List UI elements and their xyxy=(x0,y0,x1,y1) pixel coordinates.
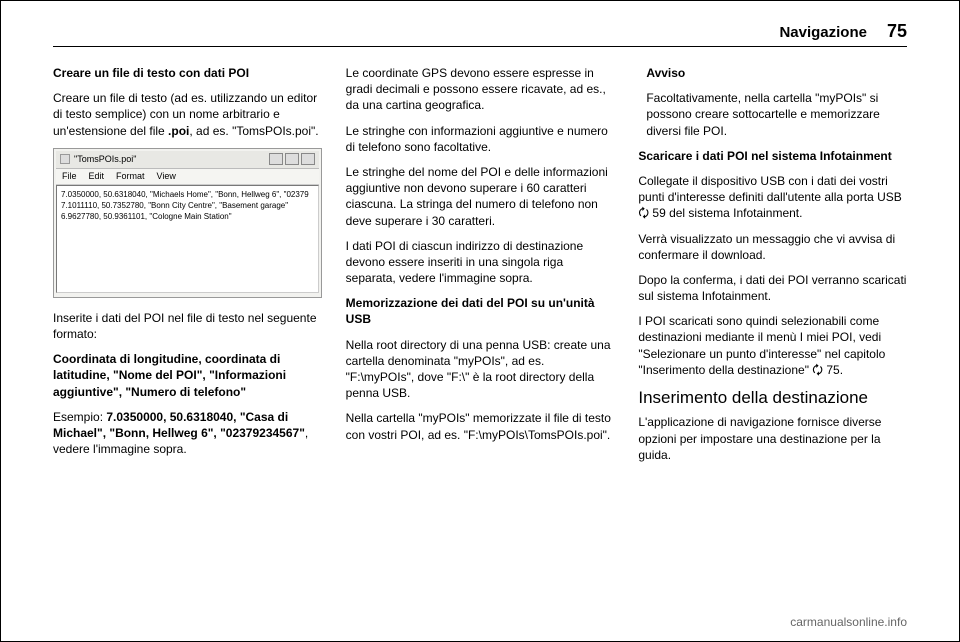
col3-p2: Verrà visualizzato un messaggio che vi a… xyxy=(638,231,907,263)
col1-heading1: Creare un file di testo con dati POI xyxy=(53,65,322,81)
col3-p1: Collegate il dispositivo USB con i dati … xyxy=(638,173,907,222)
screenshot-titlebar: "TomsPOIs.poi" xyxy=(56,151,319,169)
page-container: Navigazione 75 Creare un file di testo c… xyxy=(0,0,960,642)
content-columns: Creare un file di testo con dati POI Cre… xyxy=(53,65,907,472)
menu-view: View xyxy=(157,170,176,182)
notice-title: Avviso xyxy=(646,65,907,81)
file-line-2: 7.1011110, 50.7352780, "Bonn City Centre… xyxy=(61,200,314,211)
file-icon xyxy=(60,154,70,164)
minimize-icon xyxy=(269,153,283,165)
footer-url: carmanualsonline.info xyxy=(790,615,907,629)
column-2: Le coordinate GPS devono essere espresse… xyxy=(346,65,615,472)
col3-heading3: Scaricare i dati POI nel sistema Infotai… xyxy=(638,148,907,164)
col2-p3: Le stringhe del nome del POI e delle inf… xyxy=(346,164,615,229)
col1-p4: Esempio: 7.0350000, 50.6318040, "Casa di… xyxy=(53,409,322,458)
screenshot-content: 7.0350000, 50.6318040, "Michaels Home", … xyxy=(56,185,319,293)
column-1: Creare un file di testo con dati POI Cre… xyxy=(53,65,322,472)
col1-p3: Coordinata di longitudine, coordinata di… xyxy=(53,351,322,400)
titlebar-left: "TomsPOIs.poi" xyxy=(60,153,136,165)
file-line-3: 6.9627780, 50.9361101, "Cologne Main Sta… xyxy=(61,211,314,222)
file-line-1: 7.0350000, 50.6318040, "Michaels Home", … xyxy=(61,189,314,200)
notice-body: Facoltativamente, nella cartella "myPOIs… xyxy=(646,90,907,139)
col1-p2: Inserite i dati del POI nel file di test… xyxy=(53,310,322,342)
maximize-icon xyxy=(285,153,299,165)
col2-p6: Nella cartella "myPOIs" memorizzate il f… xyxy=(346,410,615,442)
col2-p1: Le coordinate GPS devono essere espresse… xyxy=(346,65,615,114)
col1-p1: Creare un file di testo (ad es. utilizza… xyxy=(53,90,322,139)
page-header: Navigazione 75 xyxy=(53,21,907,47)
text-editor-screenshot: "TomsPOIs.poi" File Edit Format View 7.0… xyxy=(53,148,322,298)
column-3: Avviso Facoltativamente, nella cartella … xyxy=(638,65,907,472)
section-heading: Inserimento della destinazione xyxy=(638,388,907,408)
menu-format: Format xyxy=(116,170,145,182)
page-number: 75 xyxy=(887,21,907,42)
col3-p5: L'applicazione di navigazione fornisce d… xyxy=(638,414,907,463)
close-icon xyxy=(301,153,315,165)
col3-p4: I POI scaricati sono quindi selezionabil… xyxy=(638,313,907,378)
menu-file: File xyxy=(62,170,77,182)
window-controls xyxy=(269,153,315,165)
notice-block: Avviso Facoltativamente, nella cartella … xyxy=(638,65,907,139)
col2-p4: I dati POI di ciascun indirizzo di desti… xyxy=(346,238,615,287)
col2-p2: Le stringhe con informazioni aggiuntive … xyxy=(346,123,615,155)
screenshot-title: "TomsPOIs.poi" xyxy=(74,153,136,165)
col3-p3: Dopo la conferma, i dati dei POI verrann… xyxy=(638,272,907,304)
screenshot-menubar: File Edit Format View xyxy=(56,169,319,185)
header-title: Navigazione xyxy=(779,24,867,41)
ref-arrow-icon: 🗘 xyxy=(638,206,649,220)
col2-heading2: Memorizzazione dei dati del POI su un'un… xyxy=(346,295,615,327)
ref-arrow-icon-2: 🗘 xyxy=(812,363,823,377)
col2-p5: Nella root directory di una penna USB: c… xyxy=(346,337,615,402)
menu-edit: Edit xyxy=(89,170,105,182)
